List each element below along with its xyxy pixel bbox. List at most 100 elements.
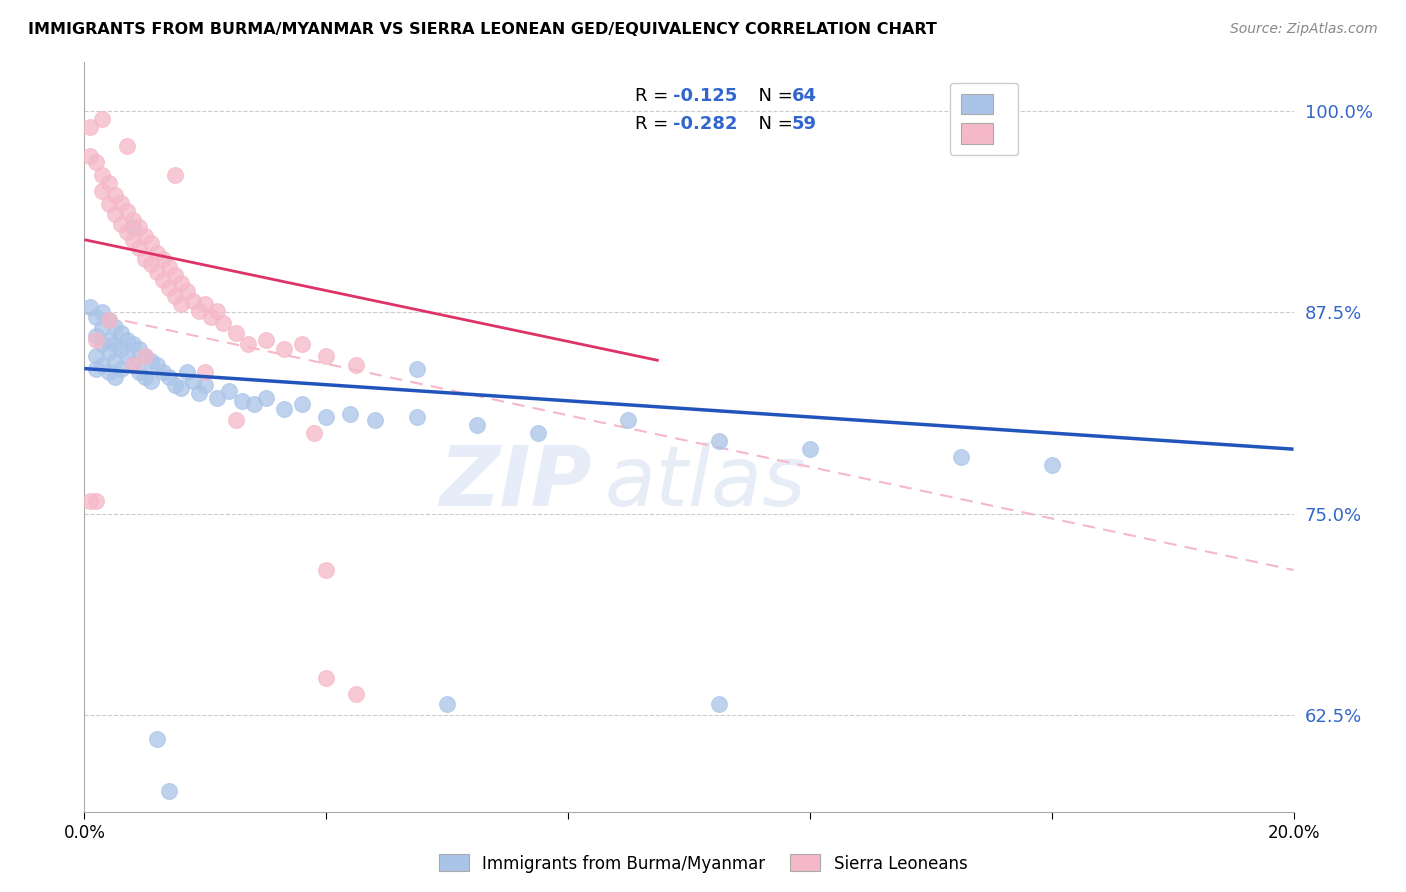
Point (1040, 458, 1063, 473)
Point (115, 203, 138, 218)
Point (231, 393, 253, 408)
Point (139, 375, 162, 389)
Point (121, 213, 143, 227)
Point (97, 365, 120, 379)
Point (139, 257, 162, 271)
Point (363, 413, 385, 427)
Point (146, 359, 169, 373)
Point (86, 333, 108, 347)
Point (152, 273, 174, 287)
Point (79, 301, 101, 315)
Point (709, 434, 731, 449)
Point (110, 217, 132, 231)
Point (91, 112, 114, 126)
Point (152, 365, 174, 379)
Point (339, 407, 361, 421)
Point (315, 409, 337, 424)
Point (121, 359, 143, 373)
Point (315, 563, 337, 577)
Point (617, 413, 640, 427)
Point (134, 252, 156, 266)
Point (121, 337, 143, 351)
Legend: , : , (950, 83, 1018, 155)
Point (467, 417, 489, 432)
Point (181, 375, 204, 389)
Point (146, 265, 169, 279)
Point (436, 697, 458, 711)
Point (157, 369, 180, 384)
Point (91, 337, 114, 351)
Point (254, 333, 277, 347)
Text: R =: R = (634, 115, 673, 133)
Point (86, 349, 108, 363)
Point (165, 377, 187, 392)
Text: ZIP: ZIP (440, 442, 592, 523)
Point (406, 361, 429, 376)
Point (236, 337, 259, 351)
Point (86, 310, 108, 324)
Point (200, 310, 222, 324)
Point (146, 245, 169, 260)
Point (134, 349, 156, 363)
Point (157, 281, 180, 295)
Point (188, 385, 211, 400)
Point (97, 345, 120, 359)
Point (104, 337, 127, 351)
Point (115, 333, 138, 347)
Point (406, 848, 429, 863)
Point (157, 784, 180, 798)
Point (104, 369, 127, 384)
Point (91, 321, 114, 335)
Point (165, 168, 187, 182)
Point (134, 369, 156, 384)
Point (709, 697, 731, 711)
Point (139, 235, 162, 250)
Point (950, 450, 973, 465)
Point (110, 195, 132, 210)
Point (115, 139, 138, 153)
Point (104, 207, 127, 221)
Point (97, 197, 120, 211)
Point (194, 365, 217, 379)
Point (139, 353, 162, 368)
Point (79, 149, 101, 163)
Point (115, 349, 138, 363)
Text: N =: N = (747, 115, 799, 133)
Legend: Immigrants from Burma/Myanmar, Sierra Leoneans: Immigrants from Burma/Myanmar, Sierra Le… (432, 847, 974, 880)
Point (170, 381, 193, 395)
Text: -0.282: -0.282 (673, 115, 738, 133)
Point (79, 493, 101, 508)
Point (134, 229, 156, 244)
Point (86, 493, 108, 508)
Text: Source: ZipAtlas.com: Source: ZipAtlas.com (1230, 22, 1378, 37)
Point (157, 260, 180, 274)
Point (91, 305, 114, 319)
Point (86, 329, 108, 343)
Point (302, 425, 325, 440)
Text: N =: N = (747, 87, 799, 105)
Point (104, 319, 127, 334)
Point (91, 185, 114, 199)
Text: 59: 59 (792, 115, 817, 133)
Point (86, 361, 108, 376)
Point (165, 268, 187, 282)
Point (97, 333, 120, 347)
Point (406, 409, 429, 424)
Point (170, 276, 193, 290)
Point (86, 155, 108, 169)
Point (176, 365, 198, 379)
Point (97, 313, 120, 327)
Text: atlas: atlas (605, 442, 806, 523)
Point (121, 357, 143, 371)
Text: R =: R = (634, 87, 673, 105)
Point (291, 397, 314, 411)
Point (104, 353, 127, 368)
Point (194, 297, 217, 311)
Point (91, 359, 114, 373)
Point (346, 359, 368, 373)
Point (104, 187, 127, 202)
Point (128, 343, 150, 357)
Point (134, 349, 156, 363)
Point (194, 377, 217, 392)
Point (207, 391, 229, 405)
